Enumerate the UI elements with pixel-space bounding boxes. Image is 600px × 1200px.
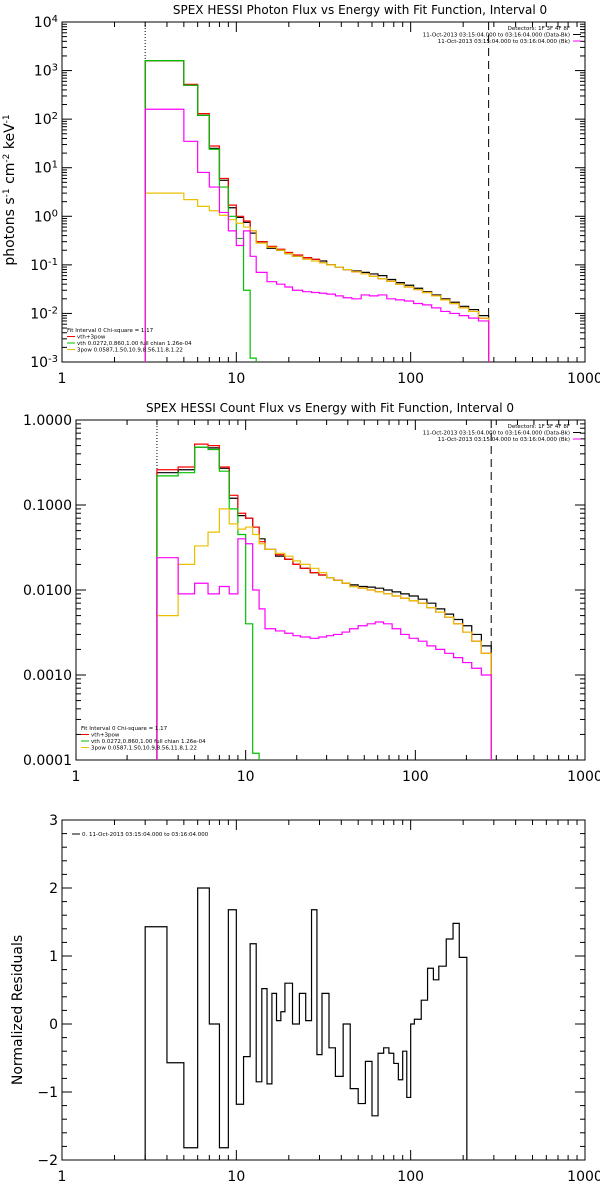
y-tick-label: 0.0001 bbox=[23, 753, 72, 769]
legend-entry: 11-Oct-2013 03:15:04.000 to 03:16:04.000… bbox=[438, 437, 570, 443]
count-flux-panel: SPEX HESSI Count Flux vs Energy with Fit… bbox=[23, 401, 600, 785]
x-tick-label: 10 bbox=[227, 371, 245, 387]
y-tick-label: 0.0010 bbox=[23, 668, 72, 684]
series-bk bbox=[156, 538, 492, 760]
x-tick-label: 1 bbox=[58, 1169, 67, 1185]
series-vth-3pow bbox=[144, 60, 490, 362]
y-tick-label: 0.0100 bbox=[23, 583, 72, 599]
plot-frame bbox=[61, 21, 586, 363]
photon-flux-panel: SPEX HESSI Photon Flux vs Energy with Fi… bbox=[2, 3, 600, 387]
y-tick-label: 104 bbox=[34, 14, 58, 32]
x-tick-label: 100 bbox=[402, 769, 429, 785]
y-tick-label: 101 bbox=[34, 159, 58, 177]
y-tick-label: 0.1000 bbox=[23, 498, 72, 514]
y-tick-label: 102 bbox=[34, 111, 58, 128]
legend-entry: 3pow 0.0587,1.50,10.9,8.56,11.8,1.22 bbox=[91, 746, 197, 752]
series-3pow bbox=[144, 192, 490, 362]
y-tick-label: 10-2 bbox=[30, 305, 58, 323]
legend-entry: Detectors: 1F 3F 4F 8F bbox=[508, 26, 570, 32]
x-tick-label: 10 bbox=[227, 1169, 245, 1185]
series-data-bk bbox=[156, 446, 492, 760]
plot-frame bbox=[75, 419, 586, 761]
series-vth bbox=[144, 60, 257, 362]
residuals-panel: Normalized Residuals 1 10 100 1000 −2 −1 0 1 2 3 0… bbox=[10, 813, 600, 1185]
legend-entry: 0. 11-Oct-2013 03:15:04.000 to 03:16:04.… bbox=[82, 832, 209, 838]
legend-entry: 11-Oct-2013 03:15:04.000 to 03:16:04.000… bbox=[423, 431, 570, 437]
y-tick-label: 3 bbox=[49, 813, 58, 829]
x-tick-label: 100 bbox=[397, 1169, 424, 1185]
y-tick-label: 100 bbox=[34, 208, 58, 226]
plot-frame bbox=[61, 819, 586, 1161]
x-tick-label: 1 bbox=[58, 371, 67, 387]
x-tick-label: 1000 bbox=[567, 769, 600, 785]
legend-entry: vth 0.0272,0.860,1.00 full chian 1.26e-0… bbox=[91, 739, 206, 745]
count-chart-title: SPEX HESSI Count Flux vs Energy with Fit… bbox=[146, 401, 514, 415]
legend-entry: 11-Oct-2013 03:15:04.000 to 03:16:04.000… bbox=[438, 39, 570, 45]
legend-entry: Detectors: 1F 3F 4F 8F bbox=[508, 424, 570, 430]
x-tick-label: 1000 bbox=[567, 371, 600, 387]
legend-entry: 11-Oct-2013 03:15:04.000 to 03:16:04.000… bbox=[423, 33, 570, 39]
legend-entry: Fit Interval 0 Chi-square = 1.17 bbox=[81, 726, 168, 732]
y-tick-label: −2 bbox=[37, 1153, 58, 1169]
legend-entry: 3pow 0.0587,1.50,10.9,8.56,11.8,1.22 bbox=[77, 348, 183, 354]
y-tick-label: 0 bbox=[49, 1017, 58, 1033]
legend-entry: Fit Interval 0 Chi-square = 1.17 bbox=[67, 328, 154, 334]
series-data-bk bbox=[144, 60, 490, 362]
x-tick-label: 1000 bbox=[567, 1169, 600, 1185]
y-tick-label: 2 bbox=[49, 881, 58, 897]
series-3pow bbox=[156, 508, 492, 760]
residuals-y-axis-label: Normalized Residuals bbox=[10, 935, 26, 1085]
legend-entry: vth+3pow bbox=[77, 335, 106, 341]
y-tick-label: −1 bbox=[37, 1085, 58, 1101]
series-vth bbox=[156, 446, 260, 760]
y-tick-label: 1.0000 bbox=[23, 413, 72, 429]
y-tick-label: 1 bbox=[49, 949, 58, 965]
series-residuals bbox=[144, 887, 468, 1160]
x-tick-label: 10 bbox=[237, 769, 255, 785]
photon-chart-title: SPEX HESSI Photon Flux vs Energy with Fi… bbox=[173, 3, 547, 17]
y-tick-label: 103 bbox=[34, 62, 58, 80]
x-tick-label: 1 bbox=[72, 769, 81, 785]
y-tick-label: 10-1 bbox=[30, 256, 58, 274]
series-vth-3pow bbox=[156, 443, 492, 760]
y-tick-label: 10-3 bbox=[30, 354, 58, 372]
series-bk bbox=[144, 108, 490, 362]
legend-entry: vth 0.0272,0.860,1.00 full chian 1.26e-0… bbox=[77, 341, 192, 347]
x-tick-label: 100 bbox=[397, 371, 424, 387]
legend-entry: vth+3pow bbox=[91, 733, 120, 739]
photon-y-axis-label: photons s-1 cm-2 keV-1 bbox=[2, 114, 18, 265]
